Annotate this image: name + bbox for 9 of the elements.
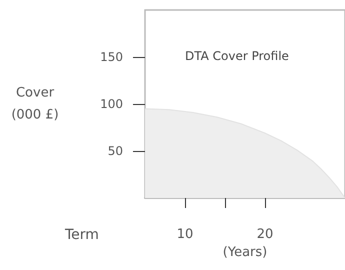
y-axis-title: Cover (000 £) [11,86,59,122]
text: Term [64,227,99,243]
y-tick-label: 50 [108,144,123,158]
x-tick-label: 20 [256,227,274,242]
x-tick-label: 10 [176,227,194,242]
y-tick-label: 100 [100,97,123,111]
text: DTA Cover Profile [185,49,289,63]
x-axis-title: (Years) [222,244,268,260]
y-tick-label: 150 [100,50,123,64]
